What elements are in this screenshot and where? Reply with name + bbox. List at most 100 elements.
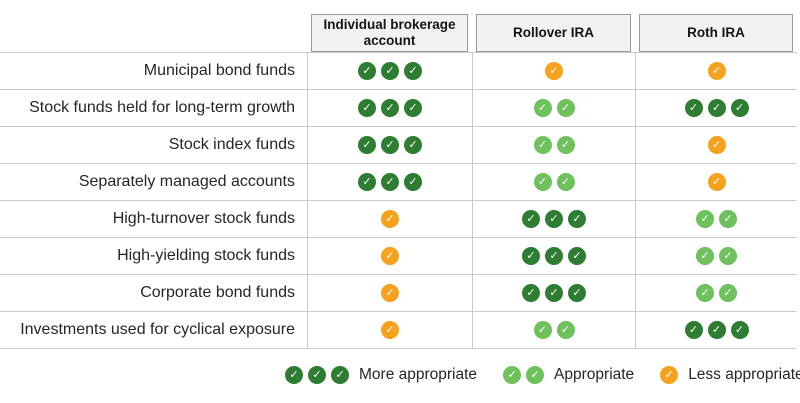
rating-legend: ✓ ✓ ✓ More appropriate ✓ ✓ Appropriate ✓ Less ap… <box>285 366 800 384</box>
table-row: Separately managed accounts ✓ ✓ ✓ ✓ ✓ ✓ <box>0 164 797 201</box>
row-label: Municipal bond funds <box>143 62 295 79</box>
check-icon: ✓ <box>545 247 563 265</box>
table-row: High-turnover stock funds ✓ ✓ ✓ ✓ ✓ ✓ <box>0 201 797 238</box>
check-icon: ✓ <box>358 136 376 154</box>
table-body: Municipal bond funds ✓ ✓ ✓ ✓ ✓ Stock funds hel… <box>0 52 797 349</box>
check-icon: ✓ <box>719 284 737 302</box>
check-icon: ✓ <box>707 173 726 191</box>
column-header-label: Rollover IRA <box>476 14 631 52</box>
rating-cell-less: ✓ <box>635 127 797 163</box>
row-label: Corporate bond funds <box>140 284 295 301</box>
check-icon: ✓ <box>568 284 586 302</box>
legend-label: More appropriate <box>359 366 478 383</box>
check-icon: ✓ <box>533 173 552 191</box>
rating-cell-more: ✓ ✓ ✓ <box>472 238 635 274</box>
rating-cell-less: ✓ <box>635 164 797 200</box>
rating-cell-appropriate: ✓ ✓ <box>635 201 797 237</box>
check-icon: ✓ <box>381 62 399 80</box>
check-icon: ✓ <box>696 247 714 265</box>
check-icon: ✓ <box>556 99 575 117</box>
rating-cell-appropriate: ✓ ✓ <box>472 312 635 348</box>
check-icon: ✓ <box>381 136 399 154</box>
rating-cell-less: ✓ <box>472 53 635 89</box>
rating-cell-appropriate: ✓ ✓ <box>472 127 635 163</box>
table-row: Investments used for cyclical exposure ✓ ✓… <box>0 312 797 349</box>
table-header-row: Individual brokerage account Rollover IR… <box>0 14 797 52</box>
check-icon: ✓ <box>308 366 326 384</box>
check-icon: ✓ <box>404 62 422 80</box>
rating-cell-more: ✓ ✓ ✓ <box>635 90 797 126</box>
row-label: High-yielding stock funds <box>117 247 295 264</box>
check-icon: ✓ <box>556 321 575 339</box>
check-icon: ✓ <box>533 136 552 154</box>
row-label: Investments used for cyclical exposure <box>20 321 295 338</box>
check-icon: ✓ <box>545 210 563 228</box>
check-icon: ✓ <box>381 284 399 302</box>
rating-cell-appropriate: ✓ ✓ <box>472 164 635 200</box>
column-header-roth-ira: Roth IRA <box>635 14 797 52</box>
rating-cell-more: ✓ ✓ ✓ <box>307 90 472 126</box>
table-row: Stock funds held for long-term growth ✓ ✓ ✓… <box>0 90 797 127</box>
column-header-rollover-ira: Rollover IRA <box>472 14 635 52</box>
column-header-label: Individual brokerage account <box>311 14 468 52</box>
check-icon: ✓ <box>404 99 422 117</box>
rating-cell-appropriate: ✓ ✓ <box>635 275 797 311</box>
column-header-label: Roth IRA <box>639 14 793 52</box>
rating-cell-more: ✓ ✓ ✓ <box>472 275 635 311</box>
check-icon: ✓ <box>684 99 703 117</box>
check-icon: ✓ <box>545 62 563 80</box>
table-row: Stock index funds ✓ ✓ ✓ ✓ ✓ ✓ <box>0 127 797 164</box>
check-icon: ✓ <box>556 136 575 154</box>
legend-item-appropriate: ✓ ✓ Appropriate <box>503 366 634 384</box>
check-icon: ✓ <box>556 173 575 191</box>
check-icon: ✓ <box>707 321 726 339</box>
table-corner-cell <box>0 14 307 52</box>
check-icon: ✓ <box>381 99 399 117</box>
check-icon: ✓ <box>719 247 737 265</box>
rating-cell-less: ✓ <box>307 201 472 237</box>
check-icon: ✓ <box>522 247 540 265</box>
rating-cell-appropriate: ✓ ✓ <box>472 90 635 126</box>
check-icon: ✓ <box>730 99 749 117</box>
check-icon: ✓ <box>285 366 303 384</box>
row-label: Stock funds held for long-term growth <box>29 99 295 116</box>
check-icon: ✓ <box>533 99 552 117</box>
row-label: Stock index funds <box>168 136 295 153</box>
check-icon: ✓ <box>696 210 714 228</box>
check-icon: ✓ <box>522 284 540 302</box>
row-label: High-turnover stock funds <box>112 210 295 227</box>
column-header-individual-brokerage: Individual brokerage account <box>307 14 472 52</box>
table-row: Municipal bond funds ✓ ✓ ✓ ✓ ✓ <box>0 53 797 90</box>
rating-cell-less: ✓ <box>635 53 797 89</box>
rating-cell-appropriate: ✓ ✓ <box>635 238 797 274</box>
legend-label: Less appropriate <box>688 366 800 383</box>
check-icon: ✓ <box>358 62 376 80</box>
rating-cell-less: ✓ <box>307 238 472 274</box>
check-icon: ✓ <box>331 366 349 384</box>
rating-cell-less: ✓ <box>307 275 472 311</box>
check-icon: ✓ <box>404 173 422 191</box>
rating-cell-more: ✓ ✓ ✓ <box>307 164 472 200</box>
check-icon: ✓ <box>358 173 376 191</box>
row-label: Separately managed accounts <box>78 173 295 190</box>
check-icon: ✓ <box>719 210 737 228</box>
check-icon: ✓ <box>381 210 399 228</box>
rating-cell-more: ✓ ✓ ✓ <box>307 127 472 163</box>
check-icon: ✓ <box>381 173 399 191</box>
check-icon: ✓ <box>533 321 552 339</box>
legend-item-more: ✓ ✓ ✓ More appropriate <box>285 366 477 384</box>
check-icon: ✓ <box>545 284 563 302</box>
check-icon: ✓ <box>707 62 726 80</box>
check-icon: ✓ <box>696 284 714 302</box>
check-icon: ✓ <box>526 366 545 384</box>
legend-label: Appropriate <box>554 366 635 383</box>
rating-cell-more: ✓ ✓ ✓ <box>307 53 472 89</box>
check-icon: ✓ <box>568 210 586 228</box>
check-icon: ✓ <box>522 210 540 228</box>
table-row: Corporate bond funds ✓ ✓ ✓ ✓ ✓ ✓ <box>0 275 797 312</box>
table-row: High-yielding stock funds ✓ ✓ ✓ ✓ ✓ ✓ <box>0 238 797 275</box>
check-icon: ✓ <box>707 99 726 117</box>
check-icon: ✓ <box>381 247 399 265</box>
check-icon: ✓ <box>503 366 522 384</box>
